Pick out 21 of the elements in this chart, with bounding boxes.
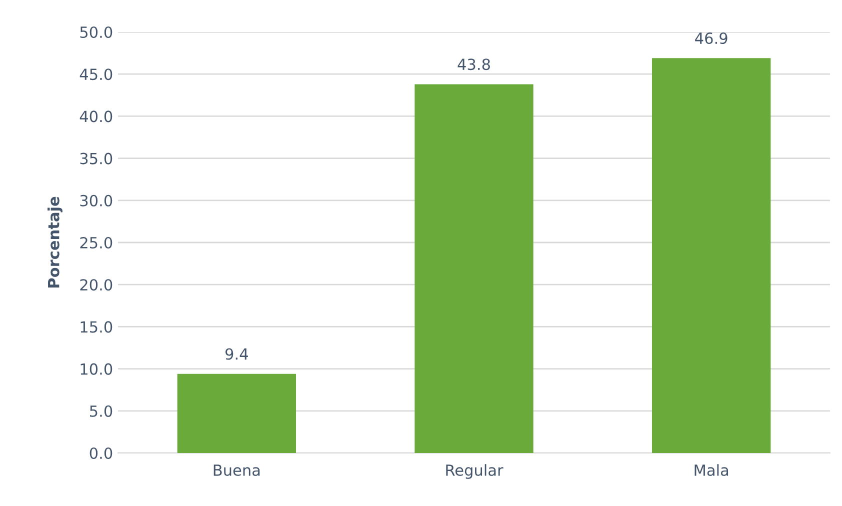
x-tick-label: Regular <box>446 464 504 479</box>
y-tick-label: 45.0 <box>80 68 112 80</box>
y-tick-label: 35.0 <box>80 152 112 164</box>
bar <box>177 374 296 453</box>
y-tick-label: 40.0 <box>80 110 112 122</box>
x-tick-label: Mala <box>694 464 728 476</box>
y-tick-label: 30.0 <box>80 194 112 206</box>
y-tick-label: 5.0 <box>90 405 112 417</box>
data-label: 43.8 <box>458 58 490 70</box>
y-axis-title: Porcentaje <box>48 196 62 288</box>
data-label: 9.4 <box>225 348 248 360</box>
y-tick-label: 0.0 <box>90 447 112 460</box>
y-tick-label: 20.0 <box>80 279 112 291</box>
bar <box>414 84 534 453</box>
y-tick-label: 50.0 <box>80 26 112 38</box>
y-tick-label: 10.0 <box>80 363 112 375</box>
data-label: 46.9 <box>695 32 728 44</box>
x-tick-label: Buena <box>214 464 260 476</box>
bar <box>652 58 771 453</box>
y-tick-label: 15.0 <box>80 321 112 333</box>
y-tick-label: 25.0 <box>80 236 112 249</box>
